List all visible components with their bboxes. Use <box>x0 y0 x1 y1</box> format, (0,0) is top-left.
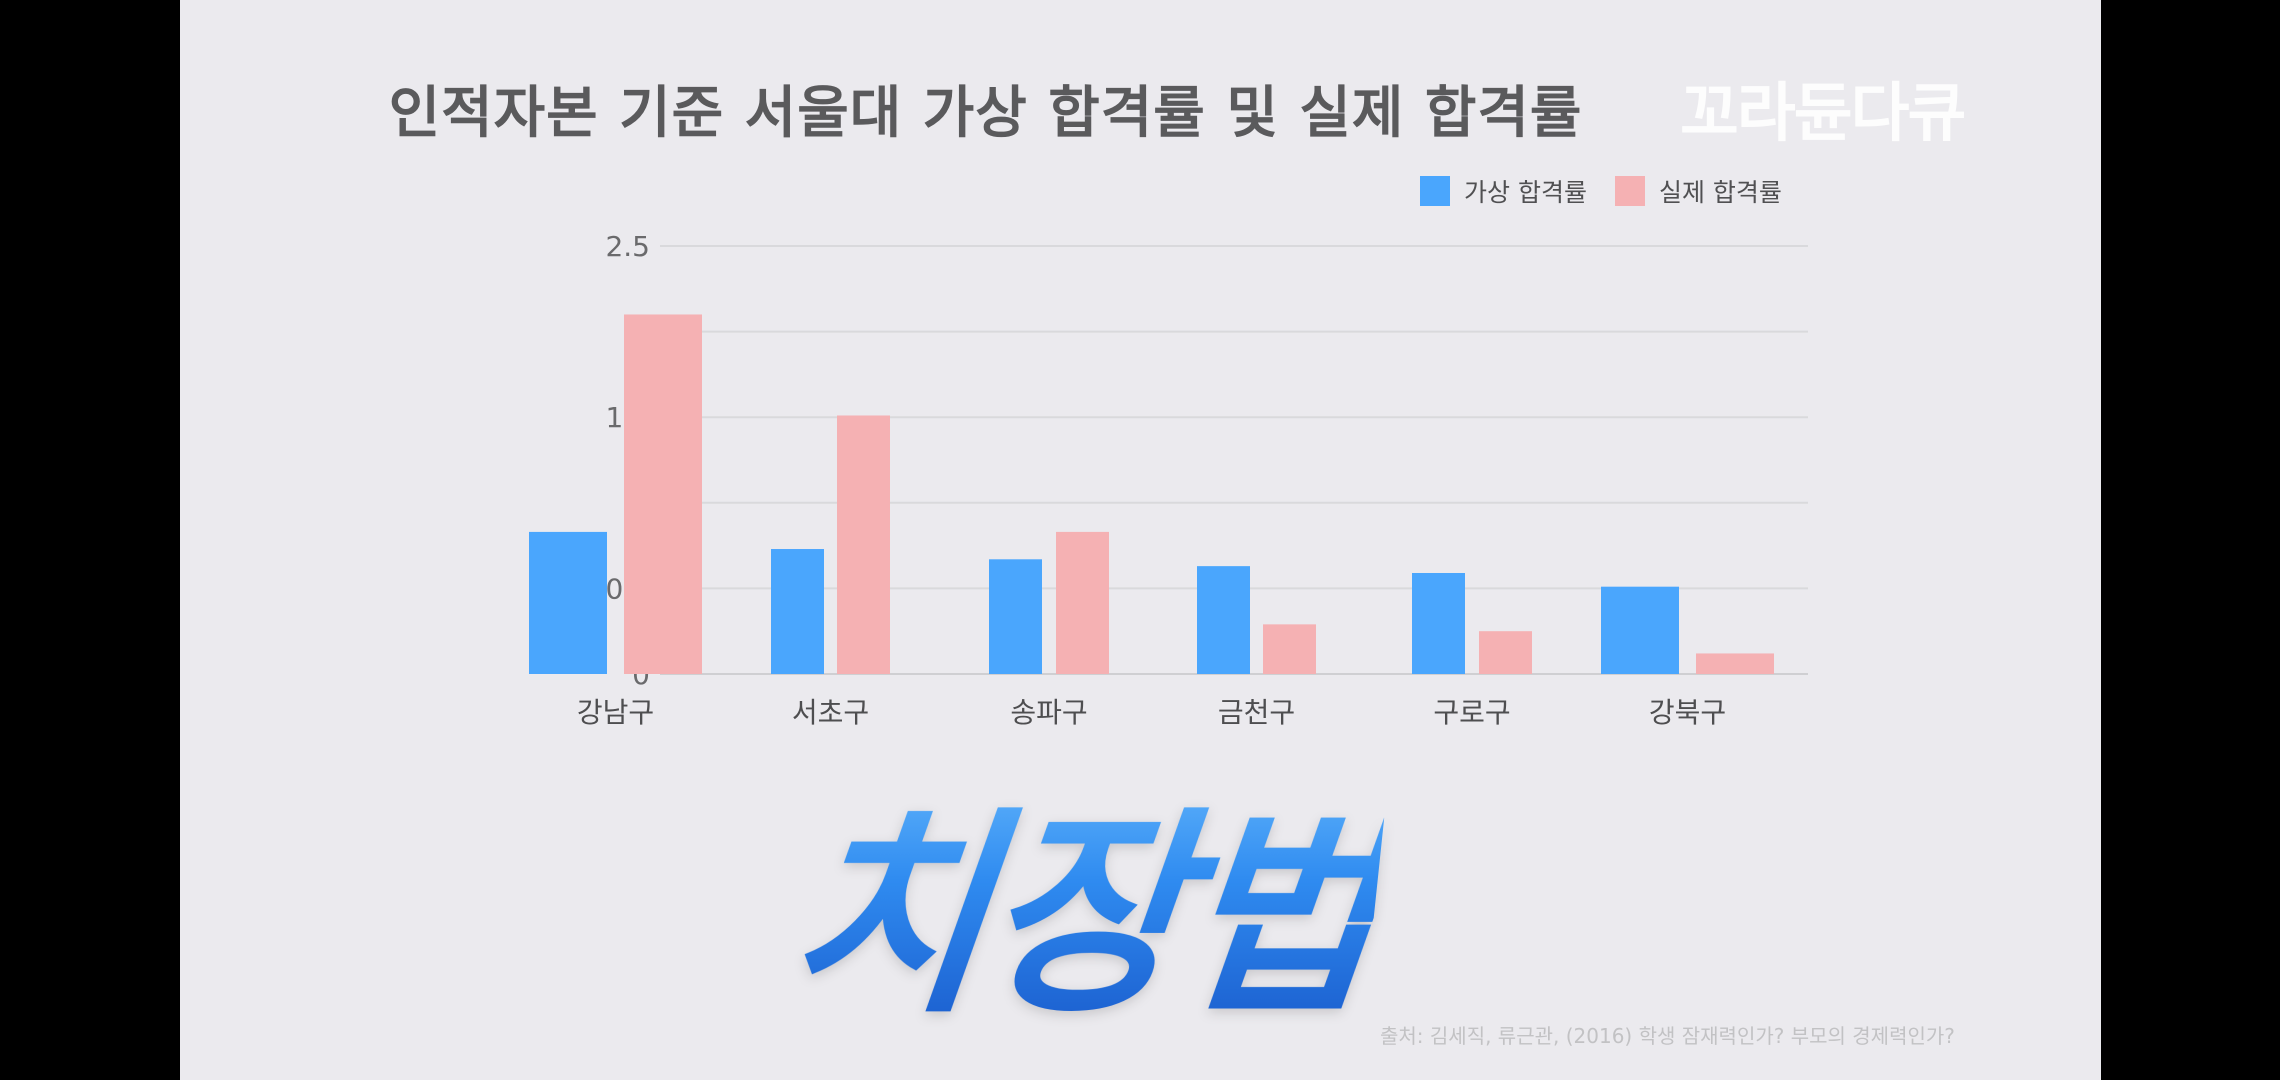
bar-virtual-1 <box>529 531 607 674</box>
x-tick-label: 서초구 <box>792 696 869 729</box>
bar-actual-1 <box>624 314 702 674</box>
x-tick-label: 구로구 <box>1433 696 1510 729</box>
bar-virtual-5 <box>1412 572 1465 674</box>
y-tick-label: 2.5 <box>605 230 650 263</box>
chart-legend: 가상 합격률 실제 합격률 <box>1420 174 1810 208</box>
x-tick-label: 금천구 <box>1218 696 1295 729</box>
x-tick-label: 강남구 <box>577 696 654 729</box>
x-tick-label: 송파구 <box>1010 696 1087 729</box>
source-citation: 출처: 김세직, 류근관, (2016) 학생 잠재력인가? 부모의 경제력인가… <box>1380 1024 1955 1048</box>
bar-actual-4 <box>1263 624 1316 674</box>
legend-item-virtual: 가상 합격률 <box>1420 173 1587 209</box>
bar-actual-5 <box>1479 631 1532 674</box>
channel-watermark: 꼬라듄다큐 <box>1680 77 1966 151</box>
bar-virtual-6 <box>1601 586 1679 674</box>
x-tick-label: 강북구 <box>1649 696 1726 729</box>
bar-actual-6 <box>1696 653 1774 674</box>
bar-actual-2 <box>837 415 890 674</box>
bar-actual-3 <box>1056 531 1109 674</box>
bar-virtual-4 <box>1197 566 1250 674</box>
overlay-caption: 치장법 <box>775 738 1392 1054</box>
legend-label-actual: 실제 합격률 <box>1658 178 1782 207</box>
legend-swatch-actual <box>1614 176 1645 206</box>
legend-label-virtual: 가상 합격률 <box>1464 178 1587 207</box>
bar-virtual-2 <box>771 549 824 674</box>
legend-item-actual: 실제 합격률 <box>1614 173 1782 209</box>
slide-frame: 인적자본 기준 서울대 가상 합격률 및 실제 합격률 꼬라듄다큐 가상 합격률… <box>180 0 2101 1080</box>
chart-title: 인적자본 기준 서울대 가상 합격률 및 실제 합격률 <box>388 81 1583 146</box>
legend-swatch-virtual <box>1420 176 1450 206</box>
bar-virtual-3 <box>989 559 1042 674</box>
